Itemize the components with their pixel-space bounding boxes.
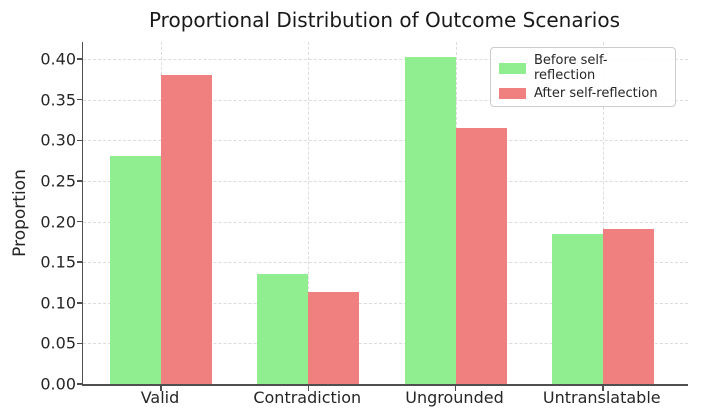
legend-row-after: After self-reflection [499, 86, 667, 101]
bar-after-untranslatable [602, 228, 654, 384]
ytick-0.35 [77, 98, 82, 101]
gridline-y-0.10 [83, 302, 688, 304]
bar-before-valid [110, 155, 161, 384]
bar-after-contradiction [308, 292, 360, 384]
ytick-label-0.25: 0.25 [40, 171, 76, 191]
xtick-label-ungrounded: Ungrounded [405, 388, 504, 407]
bar-before-contradiction [257, 273, 309, 384]
ytick-0.30 [77, 139, 82, 142]
gridline-y-0.40 [83, 59, 688, 61]
gridline-y-0.30 [83, 140, 688, 142]
ytick-0.00 [77, 383, 82, 385]
xtick-valid [160, 386, 162, 391]
plot-area [77, 42, 688, 391]
gridline-y-0.35 [83, 99, 688, 101]
legend-row-before: Before self-reflection [499, 53, 667, 83]
gridline-x-contradiction [308, 42, 310, 384]
ytick-0.40 [77, 58, 82, 60]
ytick-label-0.35: 0.35 [40, 90, 76, 110]
gridline-y-0.15 [83, 262, 688, 264]
ytick-label-0.05: 0.05 [40, 333, 76, 353]
legend-swatch-after [499, 88, 526, 99]
ytick-0.20 [77, 220, 82, 223]
gridline-y-0.05 [83, 343, 688, 345]
legend: Before self-reflection After self-reflec… [490, 47, 676, 107]
ytick-label-0.00: 0.00 [40, 374, 76, 394]
ytick-label-0.40: 0.40 [40, 49, 76, 69]
legend-label-before: Before self-reflection [534, 53, 608, 83]
legend-swatch-before [499, 62, 526, 74]
legend-label-after: After self-reflection [534, 86, 658, 101]
ytick-0.10 [77, 302, 82, 304]
gridline-y-0.20 [83, 221, 688, 223]
ytick-label-0.10: 0.10 [40, 293, 76, 313]
xtick-label-valid: Valid [140, 388, 180, 407]
ytick-0.05 [77, 342, 82, 345]
bar-before-ungrounded [404, 56, 456, 384]
chart-title: Proportional Distribution of Outcome Sce… [148, 8, 621, 32]
xtick-untranslatable [602, 386, 604, 391]
ytick-label-0.15: 0.15 [40, 252, 76, 272]
ytick-0.15 [77, 261, 82, 263]
ytick-label-0.20: 0.20 [40, 212, 76, 232]
xtick-label-contradiction: Contradiction [253, 388, 362, 407]
ytick-label-0.30: 0.30 [40, 130, 76, 150]
xtick-ungrounded [454, 386, 457, 391]
xtick-contradiction [307, 386, 309, 391]
ytick-0.25 [77, 180, 82, 182]
bar-after-valid [161, 74, 212, 384]
gridline-y-0.25 [83, 180, 688, 182]
bar-before-untranslatable [551, 233, 603, 384]
bar-after-ungrounded [455, 128, 507, 384]
y-axis-label: Proportion [10, 169, 30, 257]
gridline-x-untranslatable [602, 42, 604, 384]
xtick-label-untranslatable: Untranslatable [542, 388, 661, 407]
